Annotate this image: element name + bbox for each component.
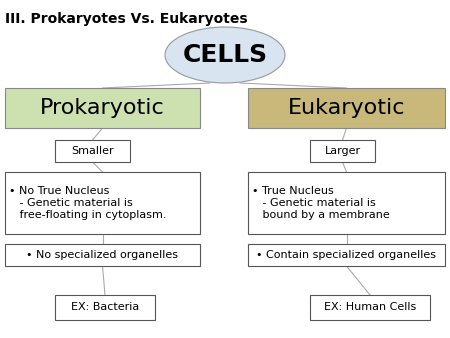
Text: • No True Nucleus
   - Genetic material is
   free-floating in cytoplasm.: • No True Nucleus - Genetic material is … (9, 186, 166, 220)
Text: EX: Bacteria: EX: Bacteria (71, 303, 139, 313)
Text: Eukaryotic: Eukaryotic (288, 98, 405, 118)
FancyBboxPatch shape (248, 172, 445, 234)
FancyBboxPatch shape (5, 172, 200, 234)
Text: CELLS: CELLS (182, 43, 268, 67)
Text: EX: Human Cells: EX: Human Cells (324, 303, 416, 313)
Text: • Contain specialized organelles: • Contain specialized organelles (256, 250, 436, 260)
Text: • No specialized organelles: • No specialized organelles (27, 250, 179, 260)
FancyBboxPatch shape (248, 88, 445, 128)
FancyBboxPatch shape (310, 140, 375, 162)
FancyBboxPatch shape (248, 244, 445, 266)
Text: III. Prokaryotes Vs. Eukaryotes: III. Prokaryotes Vs. Eukaryotes (5, 12, 248, 26)
Text: Prokaryotic: Prokaryotic (40, 98, 165, 118)
FancyBboxPatch shape (55, 140, 130, 162)
Text: • True Nucleus
   - Genetic material is
   bound by a membrane: • True Nucleus - Genetic material is bou… (252, 186, 390, 220)
Ellipse shape (165, 27, 285, 83)
FancyBboxPatch shape (5, 244, 200, 266)
FancyBboxPatch shape (310, 295, 430, 320)
Text: Smaller: Smaller (71, 146, 114, 156)
FancyBboxPatch shape (55, 295, 155, 320)
Text: Larger: Larger (324, 146, 360, 156)
FancyBboxPatch shape (5, 88, 200, 128)
